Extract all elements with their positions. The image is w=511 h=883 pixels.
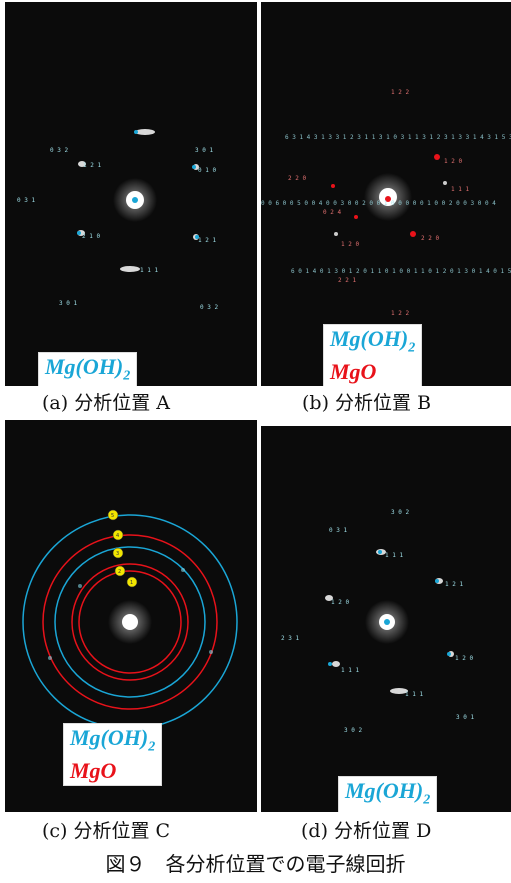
svg-text:4: 4	[116, 533, 119, 539]
svg-text:2 2 0: 2 2 0	[421, 235, 439, 242]
phase-legend-b: Mg(OH)2 MgO	[323, 324, 423, 386]
svg-text:3 0 1: 3 0 1	[195, 147, 213, 154]
phase-legend-c: Mg(OH)2 MgO	[63, 723, 163, 787]
svg-text:0 3 1: 0 3 1	[17, 197, 35, 204]
legend-mgoh2-c: Mg(OH)2	[70, 725, 156, 755]
legend-mgoh2-a: Mg(OH)2	[45, 354, 131, 384]
svg-text:0 2 4: 0 2 4	[323, 209, 341, 216]
legend-mgo-c: MgO	[70, 758, 117, 784]
svg-text:0 0 6 0 0 5 0 0 4 0 0 3 0 0 2: 0 0 6 0 0 5 0 0 4 0 0 3 0 0 2 0 0 1 0 0 …	[261, 200, 496, 207]
diffraction-pattern-a: 0 3 2 3 0 1 1 2 1 0 1 0 0 3 1 2 1 0 1 2 1 1…	[17, 129, 218, 311]
svg-text:2 2 0: 2 2 0	[288, 175, 306, 182]
svg-text:1 1 1: 1 1 1	[451, 186, 469, 193]
svg-text:0 3 2: 0 3 2	[50, 147, 68, 154]
svg-text:1 2 0: 1 2 0	[341, 241, 359, 248]
caption-c: (c) 分析位置 C	[42, 820, 171, 842]
caption-b: (b) 分析位置 B	[302, 392, 432, 414]
figure-caption: 図９ 各分析位置での電子線回折	[105, 852, 406, 876]
svg-text:3 0 2: 3 0 2	[344, 727, 362, 734]
svg-text:1 1 1: 1 1 1	[385, 552, 403, 559]
phase-legend-a: Mg(OH)2	[38, 352, 138, 386]
diffraction-panel-a: 0 3 2 3 0 1 1 2 1 0 1 0 0 3 1 2 1 0 1 2 1 1…	[5, 2, 257, 386]
svg-text:6 0 1 4 0 1 3 0 1 2 0 1 1 0 1: 6 0 1 4 0 1 3 0 1 2 0 1 1 0 1 0 0 1 1 0 …	[291, 268, 511, 275]
svg-text:3 0 1: 3 0 1	[59, 300, 77, 307]
svg-text:1 2 2: 1 2 2	[391, 89, 409, 96]
diffraction-pattern-b: 6 3 1 4 3 1 3 3 1 2 3 1 1 3 1 0 3 1 1 3 …	[261, 89, 511, 317]
caption-a: (a) 分析位置 A	[42, 392, 170, 414]
svg-text:3 0 1: 3 0 1	[456, 714, 474, 721]
svg-text:1 1 1: 1 1 1	[341, 667, 359, 674]
svg-text:1 2 0: 1 2 0	[444, 158, 462, 165]
svg-text:2: 2	[118, 569, 121, 575]
caption-d: (d) 分析位置 D	[301, 820, 432, 842]
diffraction-panel-c: 5 4 3 2 1 Mg(OH)2 MgO	[5, 420, 257, 812]
svg-text:1 2 0: 1 2 0	[331, 599, 349, 606]
legend-mgoh2-b: Mg(OH)2	[330, 326, 416, 356]
svg-text:5: 5	[111, 513, 114, 519]
diffraction-pattern-d: 3 0 2 0 3 1 1 1 1 1 2 1 1 2 0 2 3 1 1 2 0 1 …	[281, 509, 474, 734]
svg-text:1 1 1: 1 1 1	[405, 691, 423, 698]
diffraction-panel-b: 6 3 1 4 3 1 3 3 1 2 3 1 1 3 1 0 3 1 1 3 …	[261, 2, 511, 386]
svg-text:2 2 1: 2 2 1	[338, 277, 356, 284]
svg-text:1: 1	[130, 580, 133, 586]
svg-text:3 0 2: 3 0 2	[391, 509, 409, 516]
legend-mgo-b: MgO	[330, 359, 377, 385]
svg-text:6 3 1 4 3 1 3 3 1 2 3 1 1 3 1: 6 3 1 4 3 1 3 3 1 2 3 1 1 3 1 0 3 1 1 3 …	[285, 134, 511, 141]
svg-text:1 1 1: 1 1 1	[140, 267, 158, 274]
svg-text:3: 3	[116, 551, 119, 557]
svg-text:1 2 1: 1 2 1	[198, 237, 216, 244]
svg-text:2 3 1: 2 3 1	[281, 635, 299, 642]
svg-text:2 1 0: 2 1 0	[82, 233, 100, 240]
svg-text:1 2 1: 1 2 1	[83, 162, 101, 169]
diffraction-panel-d: 3 0 2 0 3 1 1 1 1 1 2 1 1 2 0 2 3 1 1 2 0 1 …	[261, 426, 511, 812]
svg-text:1 2 1: 1 2 1	[445, 581, 463, 588]
svg-text:0 1 0: 0 1 0	[198, 167, 216, 174]
svg-text:0 3 1: 0 3 1	[329, 527, 347, 534]
svg-text:1 2 0: 1 2 0	[455, 655, 473, 662]
phase-legend-d: Mg(OH)2	[338, 776, 438, 812]
svg-text:0 3 2: 0 3 2	[200, 304, 218, 311]
legend-mgoh2-d: Mg(OH)2	[345, 778, 431, 808]
svg-text:1 2 2: 1 2 2	[391, 310, 409, 317]
